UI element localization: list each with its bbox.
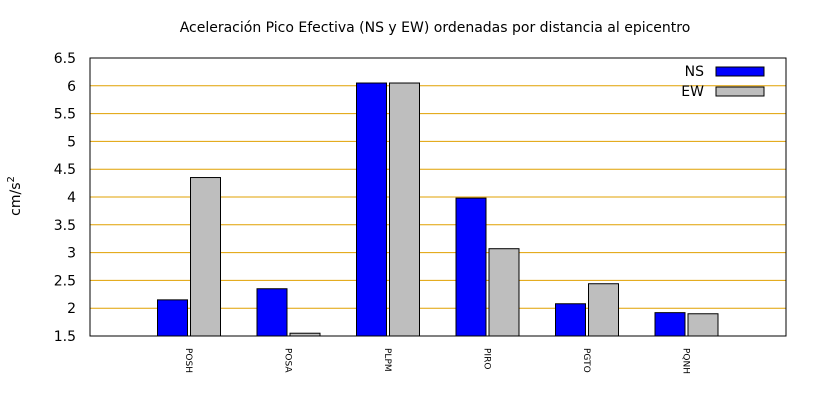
legend-swatch-ns: [715, 66, 765, 77]
bar-ew-plpm: [389, 82, 420, 337]
y-tick-label: 4: [67, 190, 76, 206]
legend-label-ew: EW: [681, 84, 704, 100]
legend-label-ns: NS: [685, 64, 704, 80]
y-axis-label-base: cm/s: [8, 183, 24, 216]
bar-ns-plpm: [356, 82, 387, 337]
legend: NS EW: [681, 64, 765, 100]
bar-ew-posh: [190, 177, 221, 337]
bar-ew-piro: [488, 248, 520, 337]
x-tick-label: PIRO: [482, 348, 492, 369]
y-axis-tick-labels: 1.5 2 2.5 3 3.5 4 4.5 5 5.5 6 6.5: [54, 51, 76, 345]
bar-ns-posh: [157, 299, 188, 337]
y-axis-label: cm/s2: [6, 176, 24, 216]
y-tick-label: 3.5: [54, 218, 76, 234]
x-tick-label: PGTO: [581, 348, 591, 373]
legend-swatch-ew: [715, 86, 765, 97]
y-axis-label-exponent: 2: [6, 176, 17, 182]
x-tick-label: PQNH: [681, 348, 691, 374]
bar-ns-pqnh: [654, 312, 686, 337]
x-tick-label: PLPM: [382, 348, 392, 372]
bar-ns-pgto: [555, 303, 586, 337]
y-tick-label: 6: [67, 79, 76, 95]
y-tick-label: 6.5: [54, 51, 76, 67]
y-tick-label: 4.5: [54, 162, 76, 178]
y-tick-label: 3: [67, 246, 76, 262]
chart-title: Aceleración Pico Efectiva (NS y EW) orde…: [180, 20, 691, 36]
x-tick-label: POSH: [183, 348, 193, 373]
y-tick-label: 1.5: [54, 329, 76, 345]
x-tick-label: POSA: [283, 348, 293, 373]
bar-ns-piro: [455, 197, 487, 337]
y-tick-label: 2: [67, 301, 76, 317]
y-tick-label: 5.5: [54, 107, 76, 123]
x-axis-tick-labels: POSH POSA PLPM PIRO PGTO PQNH: [183, 348, 691, 374]
plot-frame: [89, 57, 787, 337]
y-tick-label: 5: [67, 134, 76, 150]
bar-ns-posa: [256, 288, 288, 337]
y-tick-label: 2.5: [54, 273, 76, 289]
bar-ew-pqnh: [687, 313, 719, 337]
bar-ew-pgto: [588, 283, 619, 337]
bars: [157, 82, 719, 337]
